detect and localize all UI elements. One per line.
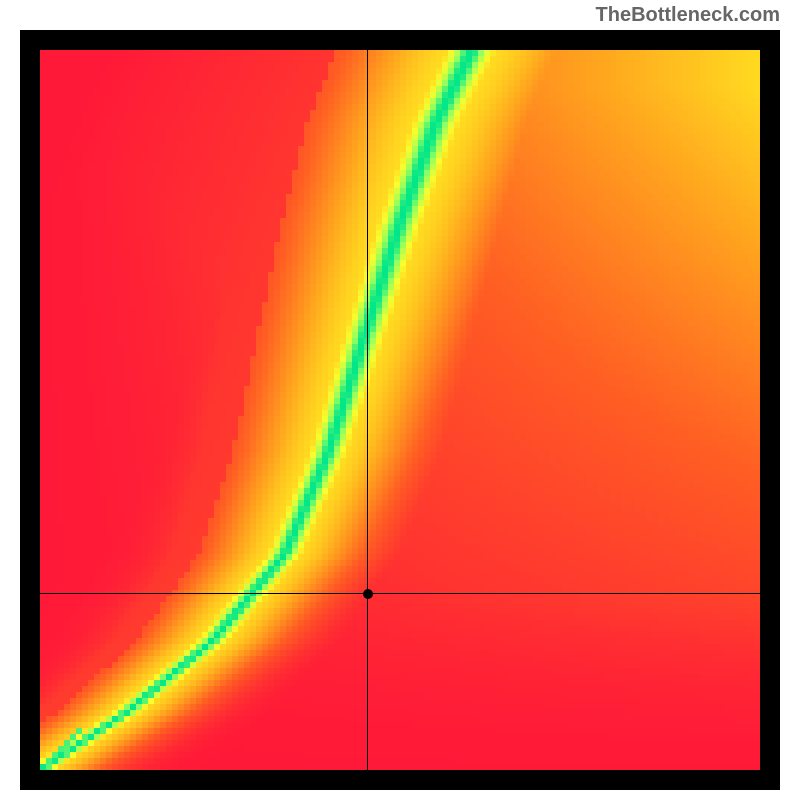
plot-frame-top — [20, 30, 780, 50]
root-container: TheBottleneck.com — [0, 0, 800, 800]
plot-frame-bottom — [20, 770, 780, 790]
plot-frame-left — [20, 30, 40, 790]
watermark-text: TheBottleneck.com — [596, 4, 780, 27]
bottleneck-heatmap — [40, 50, 760, 770]
plot-frame-right — [760, 30, 780, 790]
crosshair-vertical — [367, 50, 368, 770]
crosshair-marker-dot — [363, 589, 373, 599]
crosshair-horizontal — [40, 593, 760, 594]
